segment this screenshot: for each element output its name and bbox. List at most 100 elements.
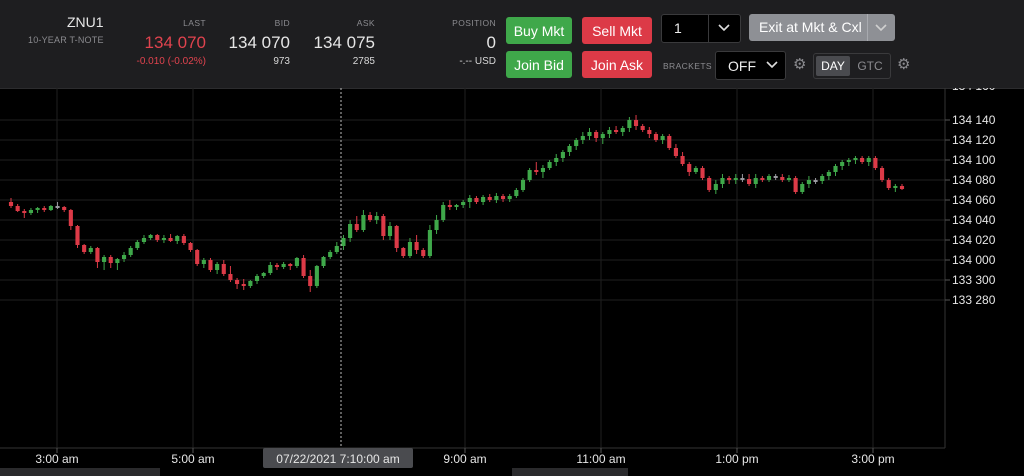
candle-body (407, 242, 413, 256)
candle (520, 178, 526, 192)
candle-body (201, 260, 206, 264)
x-tick-label: 11:00 am (576, 452, 625, 466)
scrollbar-thumb[interactable] (512, 468, 628, 476)
candle (833, 164, 838, 176)
candle (481, 195, 486, 205)
brackets-select[interactable]: OFF (715, 51, 786, 80)
candle (434, 215, 439, 234)
candle (693, 166, 698, 174)
candle (75, 225, 80, 248)
candle (680, 152, 685, 166)
candle (381, 214, 386, 240)
candle-body (175, 236, 180, 241)
candle-body (308, 276, 313, 286)
join-bid-button[interactable]: Join Bid (506, 51, 572, 78)
candle (248, 280, 253, 288)
candle (554, 154, 559, 166)
time-axis[interactable]: 3:00 am 5:00 am 9:00 am 11:00 am 1:00 pm 3:00… (0, 447, 945, 466)
candle (899, 184, 905, 190)
join-ask-button[interactable]: Join Ask (582, 51, 652, 78)
candle (507, 194, 512, 202)
candle (361, 210, 366, 232)
candle (294, 257, 299, 268)
price-chart[interactable]: 134 140 134 120 134 100 134 080 134 060 134 0… (0, 88, 1024, 476)
candle-body (328, 252, 333, 257)
candle-body (354, 224, 359, 230)
candle-body (8, 202, 14, 206)
divider (708, 15, 709, 42)
candle (261, 272, 266, 278)
candle-body (288, 264, 293, 266)
tif-day-option[interactable]: DAY (816, 56, 850, 76)
candle-body (367, 215, 373, 220)
candle-body (248, 281, 253, 286)
candle (82, 244, 87, 254)
gear-icon[interactable]: ⚙ (793, 56, 807, 73)
candle-body (387, 226, 393, 236)
instrument-symbol[interactable]: ZNU1 (67, 14, 104, 30)
candle-body (766, 176, 772, 180)
candle (288, 263, 293, 270)
candle-body (494, 196, 499, 200)
last-header: LAST (183, 18, 206, 28)
candle (627, 117, 632, 132)
candle-body (161, 238, 166, 240)
candle-body (95, 248, 100, 262)
candle (274, 263, 280, 270)
candle-body (800, 184, 805, 192)
exit-at-market-button[interactable]: Exit at Mkt & Cxl (749, 14, 895, 41)
candle (527, 168, 532, 182)
candle-body (727, 178, 732, 180)
candle-body (653, 134, 659, 140)
candle-body (687, 164, 692, 172)
candle (500, 194, 506, 202)
buy-market-button[interactable]: Buy Mkt (506, 17, 572, 44)
candle (660, 134, 665, 144)
candle (773, 174, 778, 180)
bid-size: 973 (273, 56, 290, 67)
position-header: POSITION (452, 18, 496, 28)
candle-body (693, 168, 698, 172)
quantity-select[interactable]: 1 (661, 14, 741, 43)
candle (600, 132, 605, 144)
candle (534, 162, 539, 175)
candle-body (481, 197, 486, 202)
candle-body (135, 242, 140, 248)
candle-body (148, 235, 153, 238)
candle (314, 265, 319, 288)
candle-body (813, 180, 818, 182)
candle (707, 176, 712, 192)
sell-market-button[interactable]: Sell Mkt (582, 17, 652, 44)
price-axis[interactable]: 134 140 134 120 134 100 134 080 134 060 134 0… (944, 88, 996, 448)
candle-body (720, 178, 725, 184)
candle-body (747, 179, 752, 184)
gear-icon[interactable]: ⚙ (897, 56, 911, 73)
candle-body (574, 140, 579, 146)
candle-body (753, 178, 758, 184)
candle (607, 127, 612, 138)
candle-body (560, 152, 565, 158)
chevron-down-icon (718, 24, 730, 32)
tif-gtc-option[interactable]: GTC (857, 59, 883, 73)
candle-body (321, 257, 326, 266)
chevron-down-icon[interactable] (875, 24, 887, 32)
candle-body (22, 211, 27, 213)
candle-body (740, 178, 745, 180)
candle-body (48, 206, 53, 210)
candle (414, 235, 419, 254)
candle (853, 156, 858, 164)
candle-body (600, 134, 605, 138)
candle (826, 170, 831, 180)
scrollbar-thumb[interactable] (0, 468, 160, 476)
candle (873, 156, 878, 170)
candle (268, 262, 273, 275)
candle (753, 174, 758, 188)
candle (860, 156, 865, 164)
candle (653, 132, 659, 142)
candle-body (580, 136, 585, 140)
candle-body (301, 258, 306, 276)
candle-body (188, 243, 193, 250)
candle (647, 127, 652, 138)
candle (128, 246, 133, 257)
candle (228, 266, 233, 282)
